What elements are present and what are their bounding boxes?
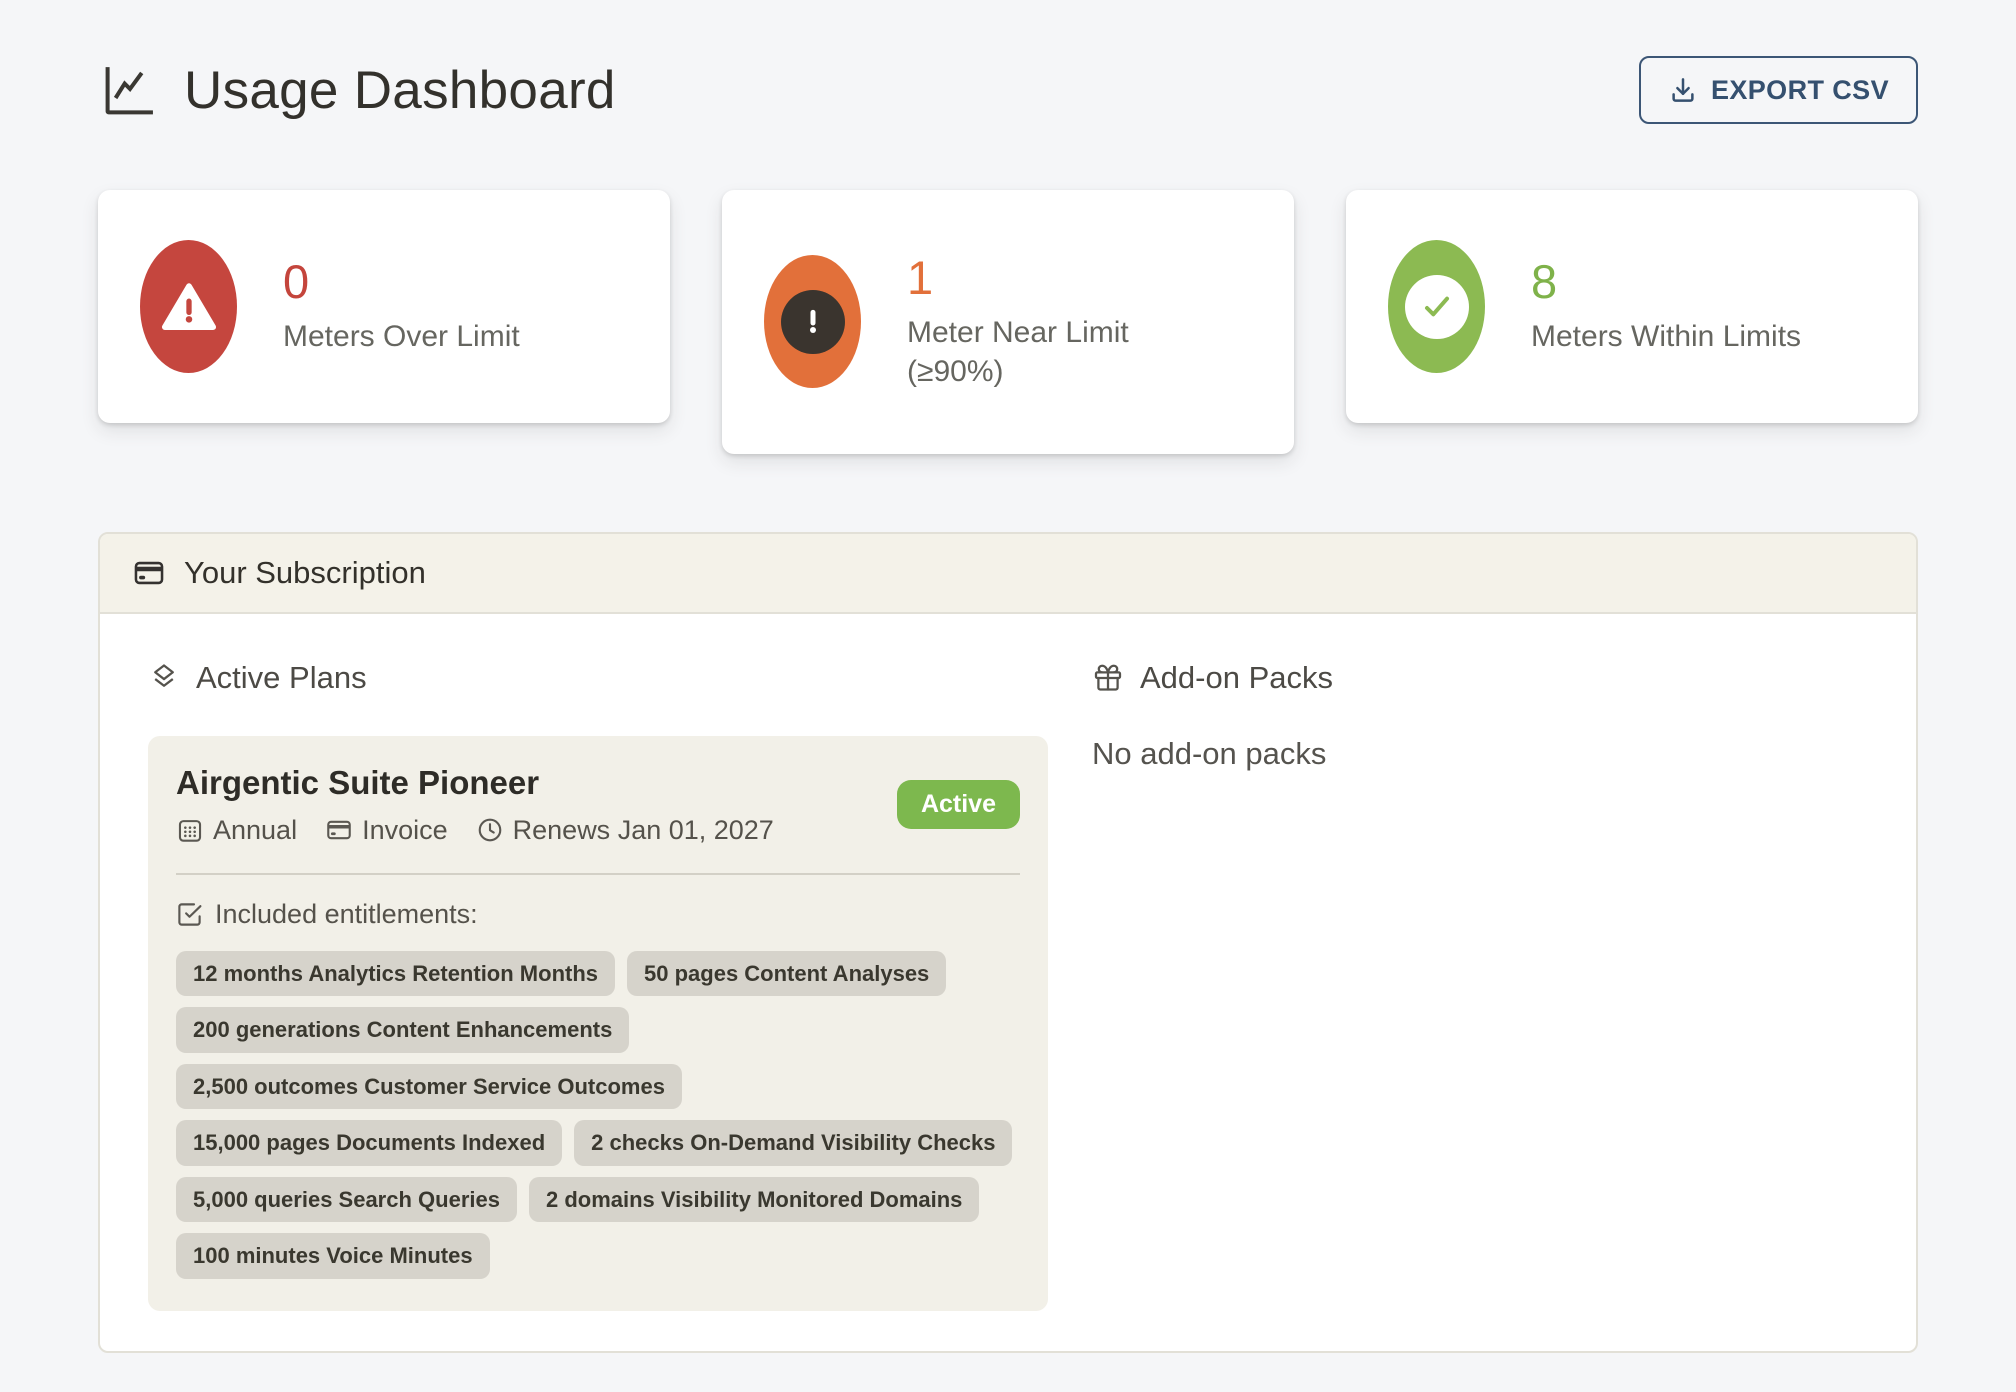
active-plans-column: Active Plans Airgentic Suite Pioneer xyxy=(148,660,1048,1311)
plan-status-badge: Active xyxy=(896,780,1020,830)
plan-titles: Airgentic Suite Pioneer xyxy=(176,764,774,846)
billing-period: Annual xyxy=(176,815,297,846)
entitlement-chip: 50 pages Content Analyses xyxy=(627,950,947,997)
active-plans-label: Active Plans xyxy=(196,659,367,695)
plan-card-header: Airgentic Suite Pioneer xyxy=(176,764,1020,846)
active-plans-heading: Active Plans xyxy=(148,660,1048,696)
entitlement-chips: 12 months Analytics Retention Months 50 … xyxy=(176,950,1020,1279)
stat-text: 0 Meters Over Limit xyxy=(283,256,520,356)
addon-packs-label: Add-on Packs xyxy=(1140,659,1333,695)
stat-card-over-limit: 0 Meters Over Limit xyxy=(98,190,670,423)
entitlements-heading: Included entitlements: xyxy=(176,899,1020,930)
stat-value-within-limits: 8 xyxy=(1531,255,1558,309)
stat-value-near-limit: 1 xyxy=(907,251,934,304)
page-title: Usage Dashboard xyxy=(184,60,616,120)
addon-packs-empty-text: No add-on packs xyxy=(1092,735,1327,771)
usage-dashboard-page: Usage Dashboard EXPORT CSV xyxy=(0,56,2016,1353)
subscription-body: Active Plans Airgentic Suite Pioneer xyxy=(100,614,1916,1351)
subscription-panel: Your Subscription Active Plans xyxy=(98,531,1918,1353)
credit-card-icon xyxy=(325,816,353,844)
stat-value-over-limit: 0 xyxy=(283,255,310,309)
clock-icon xyxy=(476,816,504,844)
entitlement-chip: 2 domains Visibility Monitored Domains xyxy=(528,1176,980,1223)
entitlement-chip: 200 generations Content Enhancements xyxy=(176,1007,630,1053)
entitlement-chip: 100 minutes Voice Minutes xyxy=(176,1233,490,1279)
stat-label-over-limit: Meters Over Limit xyxy=(283,320,520,354)
export-csv-label: EXPORT CSV xyxy=(1710,74,1889,105)
entitlement-chip: 15,000 pages Documents Indexed xyxy=(176,1120,563,1166)
check-square-icon xyxy=(176,901,203,928)
addon-packs-heading: Add-on Packs xyxy=(1092,660,1868,696)
entitlement-chip: 2,500 outcomes Customer Service Outcomes xyxy=(176,1063,682,1110)
stat-card-near-limit: 1 Meter Near Limit (≥90%) xyxy=(722,190,1294,454)
page-header: Usage Dashboard EXPORT CSV xyxy=(98,56,1918,124)
entitlements-heading-label: Included entitlements: xyxy=(215,898,478,929)
billing-period-label: Annual xyxy=(213,814,298,845)
addon-packs-column: Add-on Packs No add-on packs xyxy=(1092,660,1868,1311)
download-icon xyxy=(1668,75,1698,105)
subscription-title: Your Subscription xyxy=(184,554,426,590)
entitlement-chip: 5,000 queries Search Queries xyxy=(176,1176,517,1223)
renewal-date-label: Renews Jan 01, 2027 xyxy=(512,814,774,845)
alert-triangle-icon xyxy=(140,240,237,373)
plan-divider xyxy=(176,872,1020,875)
stat-text: 8 Meters Within Limits xyxy=(1531,256,1801,356)
payment-method-label: Invoice xyxy=(362,814,448,845)
stat-text: 1 Meter Near Limit (≥90%) xyxy=(907,252,1162,392)
stat-label-near-limit: Meter Near Limit (≥90%) xyxy=(907,315,1129,389)
calendar-icon xyxy=(176,816,204,844)
entitlement-chip: 2 checks On-Demand Visibility Checks xyxy=(574,1120,1013,1166)
credit-card-icon xyxy=(132,556,166,590)
stat-label-within-limits: Meters Within Limits xyxy=(1531,320,1802,354)
renewal-date: Renews Jan 01, 2027 xyxy=(476,815,774,846)
meter-status-cards: 0 Meters Over Limit 1 Meter Near Limit (… xyxy=(98,190,1918,454)
gift-icon xyxy=(1092,662,1124,694)
page-title-group: Usage Dashboard xyxy=(98,58,616,122)
stat-card-within-limits: 8 Meters Within Limits xyxy=(1346,190,1918,423)
check-circle-icon xyxy=(1388,240,1485,373)
payment-method: Invoice xyxy=(325,815,448,846)
entitlement-chip: 12 months Analytics Retention Months xyxy=(176,950,616,997)
plan-name: Airgentic Suite Pioneer xyxy=(176,763,540,801)
subscription-header: Your Subscription xyxy=(100,533,1916,614)
layers-icon xyxy=(148,662,180,694)
line-chart-icon xyxy=(98,58,162,122)
alert-circle-icon xyxy=(764,255,861,389)
plan-meta: Annual xyxy=(176,815,774,846)
export-csv-button[interactable]: EXPORT CSV xyxy=(1638,56,1918,124)
plan-card: Airgentic Suite Pioneer xyxy=(148,735,1048,1311)
